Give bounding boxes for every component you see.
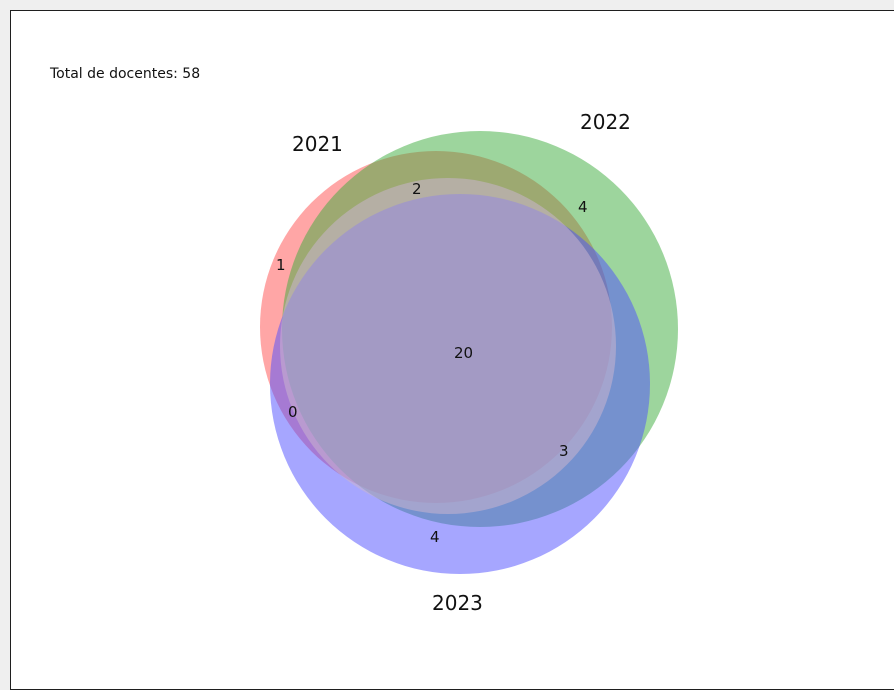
count-only-2023: 4 [430,528,440,546]
set-label-2021: 2021 [292,132,343,156]
count-all-three: 20 [454,344,473,362]
count-2021-2023: 0 [288,403,298,421]
count-only-2022: 4 [578,198,588,216]
count-2022-2023: 3 [559,442,569,460]
set-label-2023: 2023 [432,591,483,615]
set-label-2022: 2022 [580,110,631,134]
count-2021-2022: 2 [412,180,422,198]
center-overlay [280,178,616,514]
count-only-2021: 1 [276,256,286,274]
total-docentes-text: Total de docentes: 58 [49,66,200,82]
